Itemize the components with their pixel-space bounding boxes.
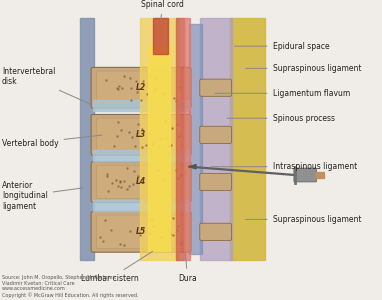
- Text: Source: John M. Oropello, Stephen M. Pastores,
Vladimir Kvetan: Critical Care
ww: Source: John M. Oropello, Stephen M. Pas…: [2, 275, 138, 298]
- Text: Supraspinous ligament: Supraspinous ligament: [246, 64, 361, 73]
- Text: Lumbar cistern: Lumbar cistern: [81, 251, 153, 283]
- Text: Intraspinous ligament: Intraspinous ligament: [211, 162, 357, 171]
- Text: L5: L5: [136, 227, 146, 236]
- Polygon shape: [153, 19, 168, 55]
- Bar: [80, 19, 94, 260]
- Text: Spinal cord: Spinal cord: [141, 0, 184, 20]
- FancyBboxPatch shape: [97, 118, 185, 152]
- Text: Ligamentum flavum: Ligamentum flavum: [215, 89, 350, 98]
- Text: Intervertebral
disk: Intervertebral disk: [2, 67, 92, 105]
- Bar: [184, 19, 190, 260]
- Text: Spinous process: Spinous process: [227, 114, 335, 123]
- Text: L2: L2: [136, 83, 146, 92]
- Text: L4: L4: [136, 178, 146, 187]
- FancyBboxPatch shape: [97, 165, 185, 199]
- FancyBboxPatch shape: [200, 223, 231, 240]
- Bar: [93, 150, 189, 161]
- FancyBboxPatch shape: [200, 79, 231, 96]
- Text: Vertebral body: Vertebral body: [2, 135, 102, 148]
- Text: Epidural space: Epidural space: [234, 42, 329, 51]
- Bar: [200, 19, 231, 260]
- FancyBboxPatch shape: [200, 173, 231, 190]
- FancyBboxPatch shape: [294, 168, 317, 182]
- FancyBboxPatch shape: [200, 126, 231, 143]
- FancyBboxPatch shape: [91, 212, 191, 252]
- FancyBboxPatch shape: [91, 115, 191, 155]
- Text: L3: L3: [136, 130, 146, 139]
- Polygon shape: [189, 164, 196, 169]
- Bar: [147, 46, 170, 251]
- FancyBboxPatch shape: [91, 162, 191, 202]
- Bar: [230, 19, 265, 260]
- Bar: [189, 24, 202, 254]
- Text: Supraspinous ligament: Supraspinous ligament: [246, 215, 361, 224]
- FancyBboxPatch shape: [97, 215, 185, 249]
- Text: Dura: Dura: [178, 253, 197, 283]
- Bar: [93, 200, 189, 211]
- Bar: [176, 19, 185, 260]
- Bar: [316, 172, 324, 178]
- Bar: [140, 19, 179, 260]
- Text: Anterior
longitudinal
ligament: Anterior longitudinal ligament: [2, 181, 83, 211]
- Bar: [93, 100, 189, 111]
- FancyBboxPatch shape: [91, 68, 191, 108]
- FancyBboxPatch shape: [97, 71, 185, 104]
